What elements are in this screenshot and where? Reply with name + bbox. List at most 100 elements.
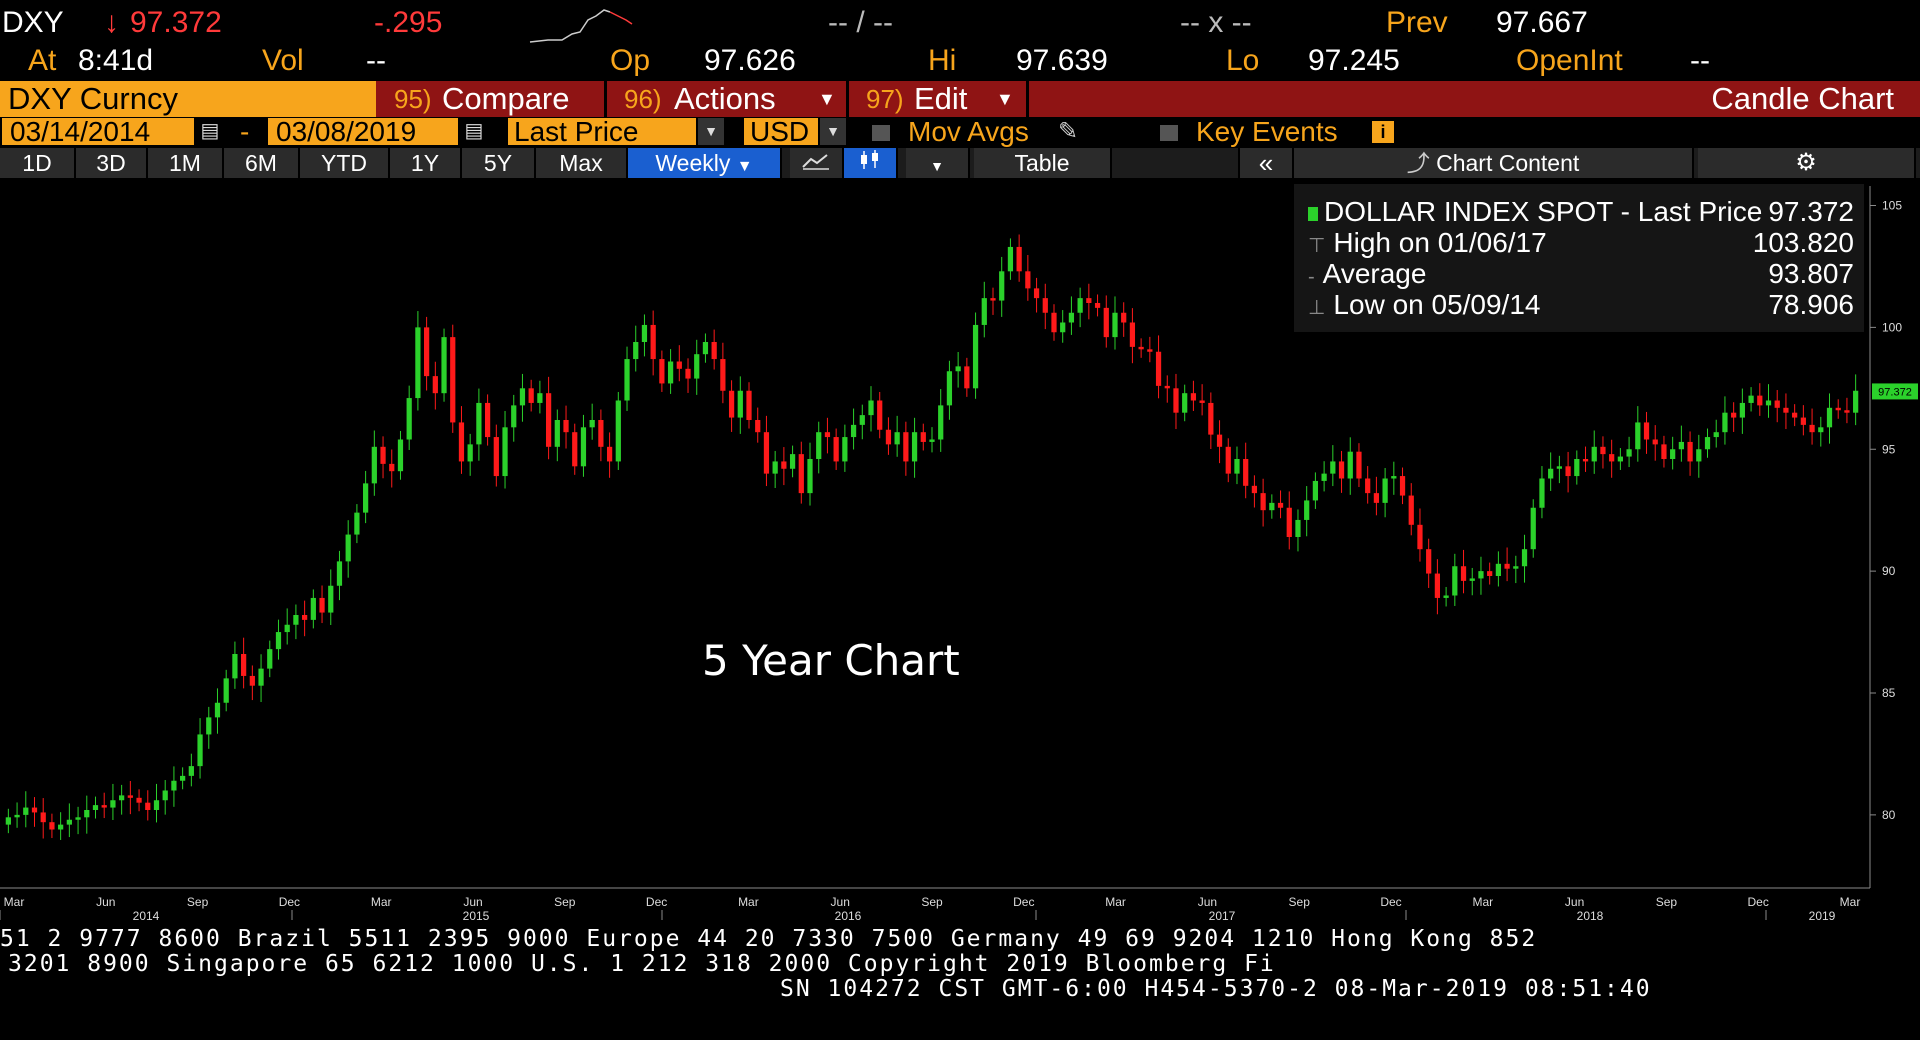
candle-body <box>31 807 38 813</box>
last-value-tag <box>1872 383 1918 400</box>
candle-body <box>676 361 682 369</box>
period-1y[interactable]: 1Y <box>390 148 462 178</box>
candle-body <box>1434 573 1441 598</box>
candle-body <box>545 393 552 447</box>
field-select[interactable]: Last Price <box>508 118 696 146</box>
chart-content-icon: ⤴ <box>1406 150 1437 176</box>
at-label: At <box>28 44 57 77</box>
period-1m[interactable]: 1M <box>148 148 224 178</box>
legend-average-value: 93.807 <box>1768 258 1854 289</box>
start-date-field[interactable]: 03/14/2014 <box>2 118 194 146</box>
legend-high-label: High on 01/06/17 <box>1333 227 1547 258</box>
period-5y[interactable]: 5Y <box>462 148 536 178</box>
key-events-label[interactable]: Key Events <box>1196 116 1338 147</box>
calendar-icon[interactable]: ▤ <box>200 120 220 142</box>
candle-body <box>964 366 970 389</box>
frequency-select[interactable]: Weekly ▼ <box>628 148 782 178</box>
chevron-down-icon: ▼ <box>996 89 1014 109</box>
candle-body <box>1687 441 1693 462</box>
info-icon[interactable]: i <box>1372 121 1394 143</box>
y-tick-label: 105 <box>1882 199 1902 213</box>
x-year-label: 2015 <box>463 909 490 920</box>
period-6m[interactable]: 6M <box>224 148 300 178</box>
pencil-icon[interactable]: ✎ <box>1058 118 1079 145</box>
candle-body <box>1722 412 1728 433</box>
period-ytd[interactable]: YTD <box>300 148 390 178</box>
candle-chart[interactable]: 80 85 90 95 100 105 Mar Jun Sep Dec Mar Jun Sep Dec Ma… <box>0 180 1920 920</box>
candle-body <box>1182 393 1188 413</box>
collapse-icon[interactable]: « <box>1240 148 1294 178</box>
candle-body <box>1007 246 1014 272</box>
mov-avgs-checkbox[interactable] <box>872 125 890 141</box>
candle-body <box>380 446 386 464</box>
footer-contacts-line1: 51 2 9777 8600 Brazil 5511 2395 9000 Eur… <box>0 926 1538 952</box>
candle-body <box>868 400 874 416</box>
actions-menu[interactable]: 96) Actions ▼ <box>608 81 848 117</box>
candle-body <box>127 795 133 798</box>
candle-body <box>798 454 804 494</box>
candle-body <box>336 561 343 586</box>
candle-body <box>1443 595 1449 598</box>
candle-body <box>75 817 81 820</box>
currency-select[interactable]: USD <box>744 118 818 146</box>
table-button[interactable]: Table <box>974 148 1112 178</box>
candle-body <box>1539 478 1545 508</box>
candle-body <box>1635 422 1641 450</box>
end-date-field[interactable]: 03/08/2019 <box>268 118 458 146</box>
period-3d[interactable]: 3D <box>76 148 148 178</box>
candle-body <box>720 359 726 391</box>
candle-body <box>153 800 160 810</box>
candle-body <box>911 432 918 462</box>
candle-body <box>1060 322 1066 333</box>
candle-body <box>877 400 883 430</box>
candle-body <box>188 766 194 776</box>
key-events-checkbox[interactable] <box>1160 125 1178 141</box>
period-max[interactable]: Max <box>536 148 628 178</box>
date-separator: - <box>240 116 250 147</box>
down-arrow-icon: ↓ <box>104 6 119 39</box>
candle-body <box>990 298 996 301</box>
high-value: 97.639 <box>1016 44 1108 77</box>
openint-label: OpenInt <box>1516 44 1623 77</box>
candle-body <box>1356 451 1362 479</box>
candle-body <box>606 446 613 462</box>
candle-body <box>1652 439 1658 445</box>
size-display: -- x -- <box>1180 6 1252 39</box>
candle-body <box>728 390 735 418</box>
gear-icon[interactable]: ⚙ <box>1698 148 1916 178</box>
mov-avgs-label[interactable]: Mov Avgs <box>908 116 1029 147</box>
chevron-down-icon[interactable]: ▼ <box>698 118 724 145</box>
x-tick-label: Jun <box>831 895 850 909</box>
period-1d[interactable]: 1D <box>0 148 76 178</box>
candle-body <box>1678 441 1684 450</box>
candle-body <box>763 432 770 474</box>
candle-body <box>850 424 857 438</box>
compare-button[interactable]: 95) Compare <box>380 81 602 117</box>
x-tick-label: Sep <box>1289 895 1311 909</box>
high-label: Hi <box>928 44 957 77</box>
low-marker-icon: ⊥ <box>1308 297 1326 319</box>
candle-body <box>1609 454 1615 462</box>
security-field[interactable]: DXY Curncy <box>0 81 376 117</box>
x-year-label: 2018 <box>1577 909 1604 920</box>
candle-body <box>1853 390 1859 413</box>
edit-menu[interactable]: 97) Edit ▼ <box>850 81 1026 117</box>
candle-chart-icon[interactable] <box>844 148 898 178</box>
candle-body <box>972 324 979 389</box>
line-chart-icon[interactable] <box>790 148 844 178</box>
candle-body <box>807 459 813 494</box>
candle-body <box>1365 478 1371 494</box>
x-tick-label: Mar <box>1105 895 1126 909</box>
candle-body <box>1304 500 1310 520</box>
calendar-icon[interactable]: ▤ <box>464 120 484 142</box>
toolbar-divider <box>846 81 849 117</box>
candle-body <box>1696 449 1702 462</box>
edit-number: 97) <box>866 84 904 114</box>
candle-body <box>1478 571 1484 579</box>
chevron-down-icon[interactable]: ▼ <box>906 148 970 178</box>
candle-body <box>1582 459 1589 462</box>
period-toolbar: 1D 3D 1M 6M YTD 1Y 5Y Max Weekly ▼ ▼ Tab… <box>0 148 1920 178</box>
y-tick-label: 85 <box>1882 686 1896 700</box>
chevron-down-icon[interactable]: ▼ <box>820 118 846 145</box>
chart-content-button[interactable]: ⤴ Chart Content <box>1294 148 1694 178</box>
